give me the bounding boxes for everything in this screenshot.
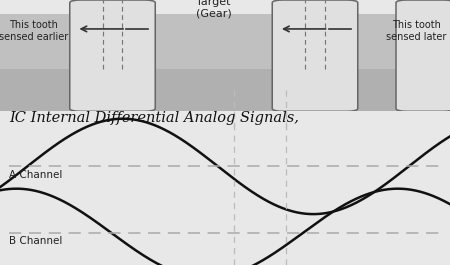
FancyBboxPatch shape	[396, 0, 450, 111]
FancyBboxPatch shape	[272, 0, 358, 111]
Text: Target
(Gear): Target (Gear)	[196, 0, 232, 19]
Text: This tooth
sensed later: This tooth sensed later	[386, 20, 446, 42]
Text: IC Internal Differential Analog Signals,: IC Internal Differential Analog Signals,	[9, 111, 299, 125]
Text: B Channel: B Channel	[9, 236, 63, 246]
Bar	[0, 69, 450, 111]
FancyBboxPatch shape	[70, 0, 155, 111]
Text: This tooth
sensed earlier: This tooth sensed earlier	[0, 20, 68, 42]
Text: A Channel: A Channel	[9, 170, 63, 180]
Bar	[0, 15, 450, 111]
